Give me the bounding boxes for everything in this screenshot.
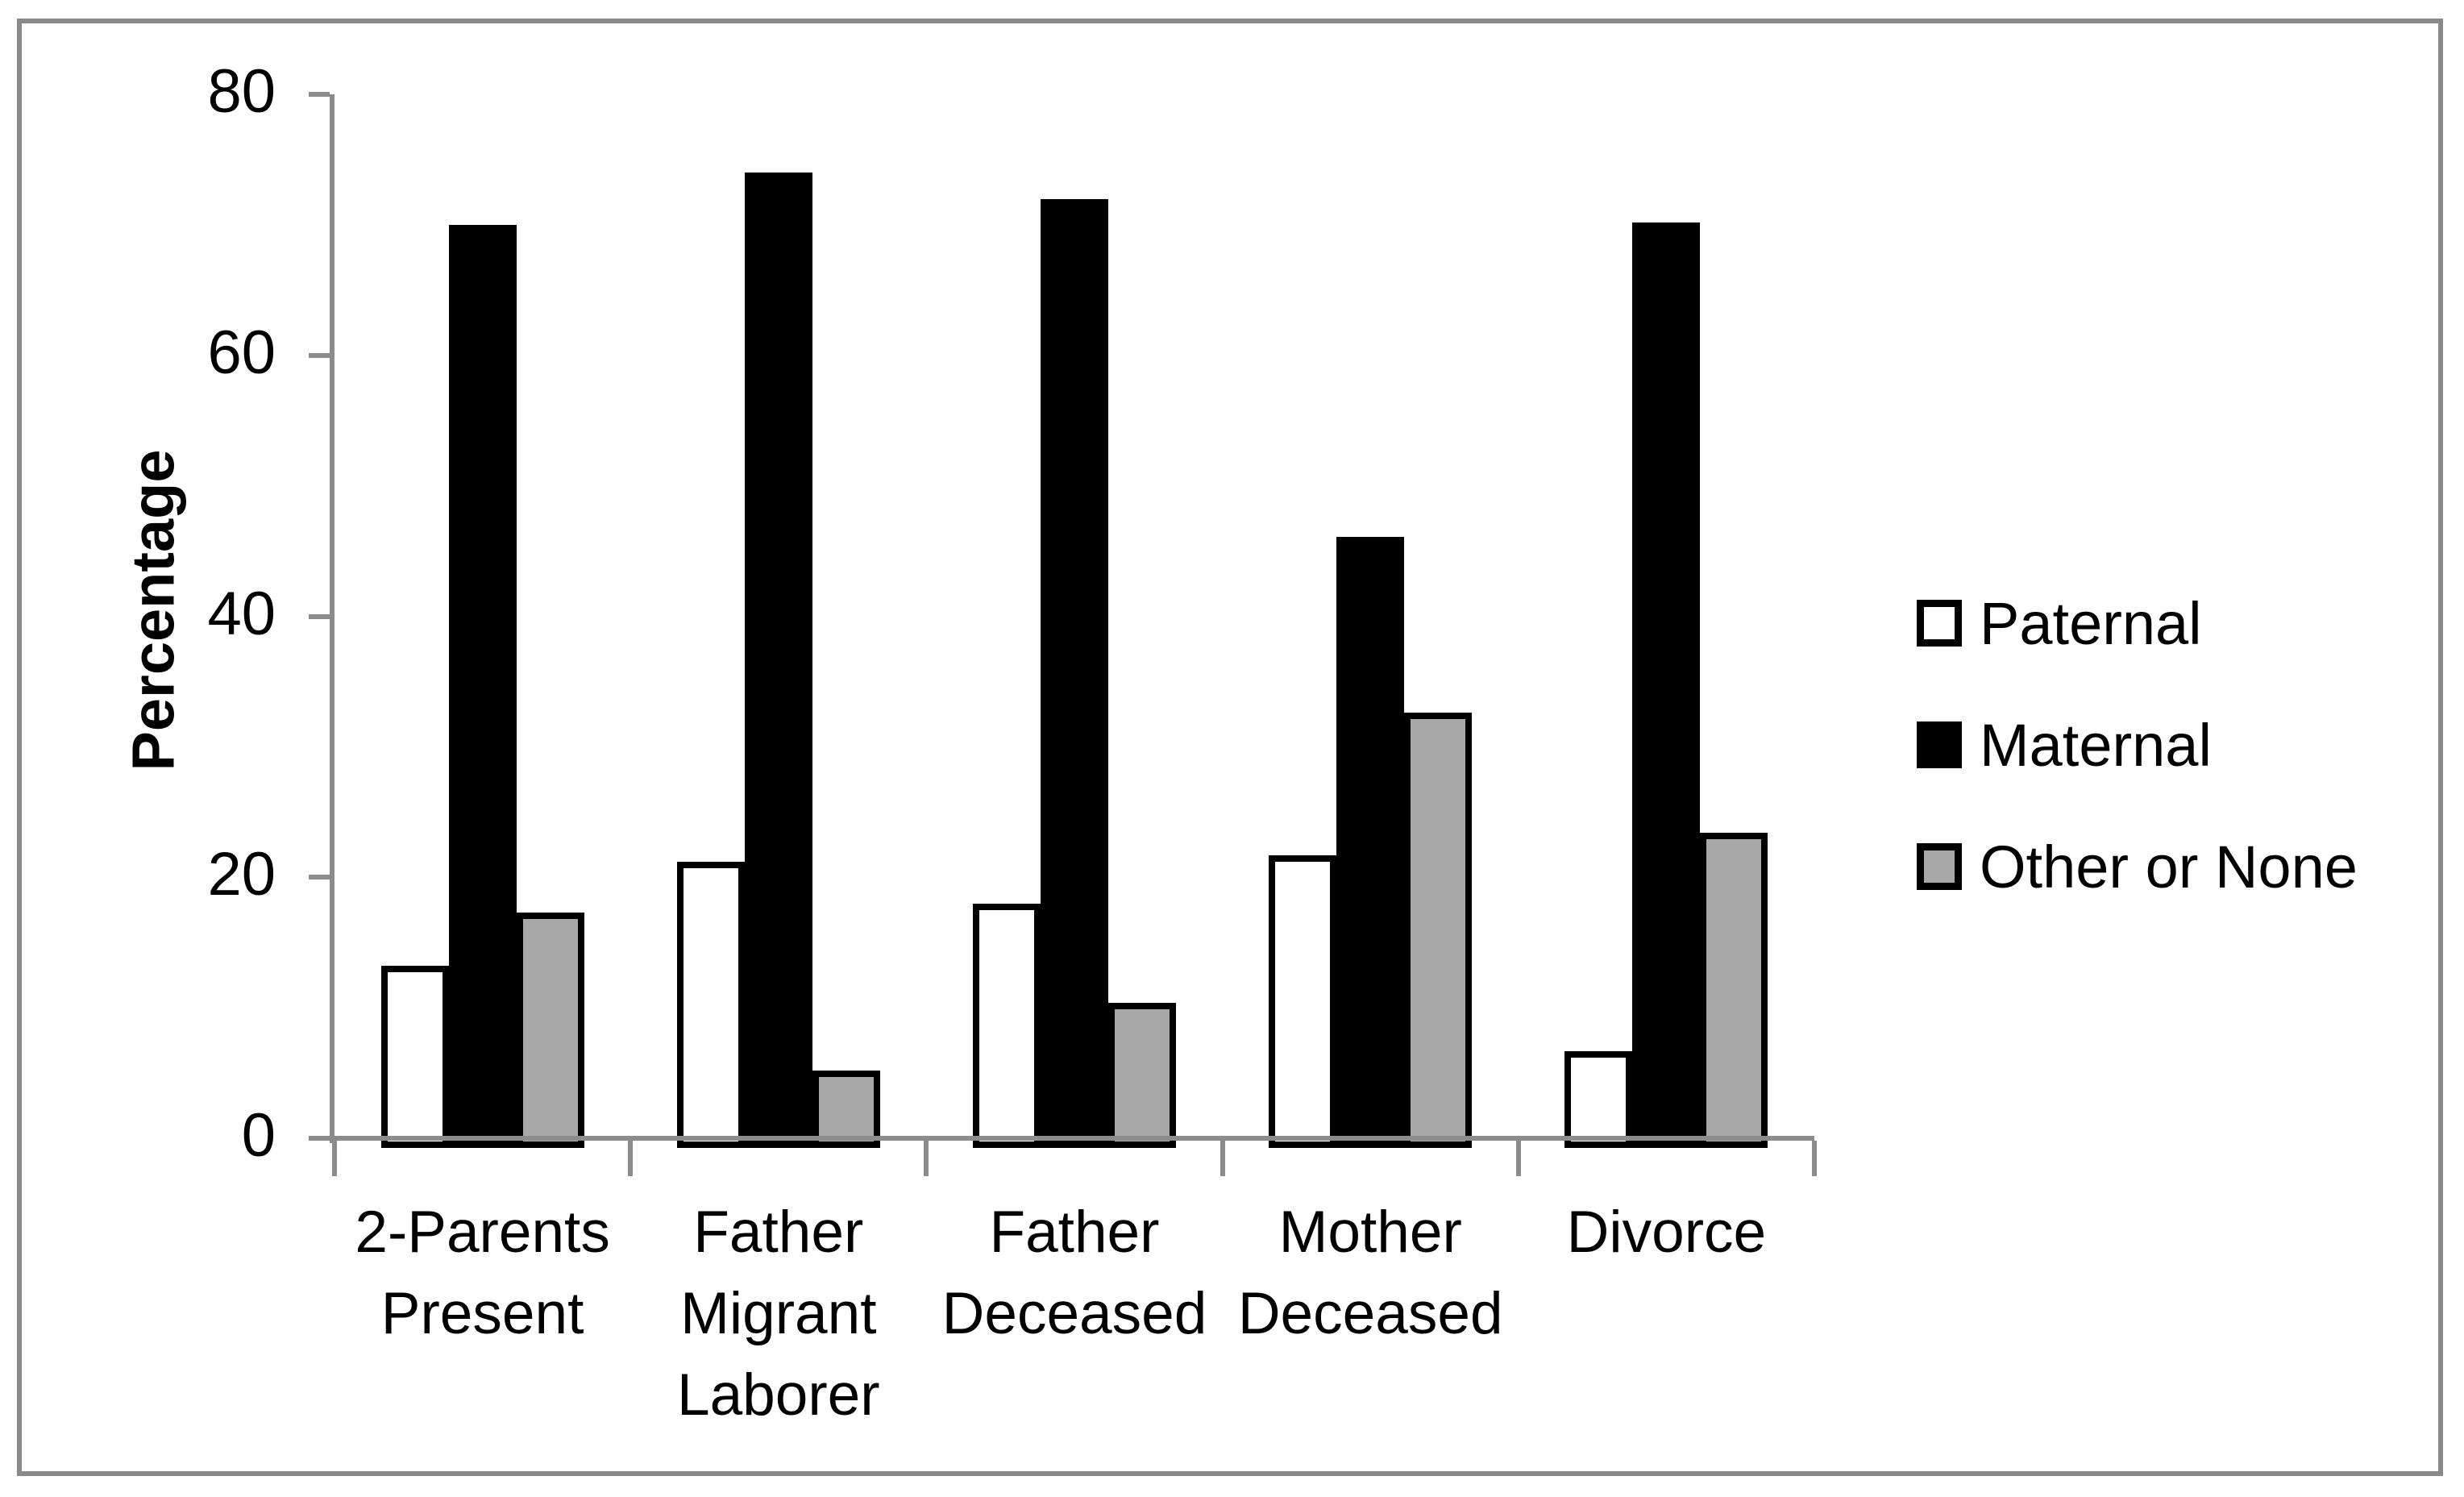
bar-paternal-2 (676, 861, 745, 1148)
category-label-2: Father Migrant Laborer (676, 1200, 880, 1428)
category-label-3: Father Deceased (941, 1200, 1207, 1346)
bar-paternal-5 (1564, 1050, 1633, 1148)
legend-label: Paternal (1980, 589, 2202, 657)
category-label-5: Divorce (1566, 1200, 1767, 1265)
bar-maternal-5 (1632, 222, 1701, 1148)
bar-other-or-none-5 (1700, 833, 1768, 1148)
bar-other-or-none-2 (812, 1070, 880, 1148)
bar-other-or-none-3 (1108, 1002, 1176, 1148)
bar-maternal-4 (1336, 536, 1405, 1148)
legend-item-other-or-none: Other or None (1917, 830, 2358, 903)
y-tick-label: 0 (241, 1101, 276, 1171)
y-tick-mark (309, 875, 330, 880)
category-label-4: Mother Deceased (1237, 1200, 1503, 1346)
bar-maternal-3 (1041, 198, 1108, 1148)
y-tick-mark (309, 352, 330, 358)
category-label-1: 2-Parents Present (355, 1200, 610, 1346)
y-tick-label: 60 (207, 318, 276, 387)
legend-swatch-paternal (1917, 600, 1962, 647)
y-axis-line (330, 94, 334, 1143)
bar-other-or-none-4 (1404, 713, 1473, 1148)
legend-label: Other or None (1980, 833, 2358, 900)
x-tick-mark (1220, 1141, 1225, 1176)
figure-border (17, 19, 2443, 1476)
x-tick-mark (332, 1141, 337, 1176)
bar-maternal-1 (448, 224, 517, 1148)
y-tick-label: 20 (207, 840, 276, 909)
bar-paternal-1 (380, 966, 449, 1148)
y-tick-mark (309, 1136, 330, 1141)
bar-paternal-4 (1269, 855, 1337, 1148)
bar-maternal-2 (744, 173, 812, 1148)
legend-label: Maternal (1980, 711, 2212, 779)
y-tick-mark (309, 613, 330, 619)
legend-swatch-other-or-none (1917, 843, 1962, 890)
y-tick-label: 80 (207, 57, 276, 127)
x-tick-mark (1515, 1141, 1521, 1176)
legend-swatch-maternal (1917, 721, 1962, 768)
y-tick-mark (309, 92, 330, 97)
bar-paternal-3 (973, 903, 1041, 1148)
bar-other-or-none-1 (516, 912, 584, 1148)
x-tick-mark (924, 1141, 929, 1176)
y-tick-label: 40 (207, 579, 276, 648)
legend-item-maternal: Maternal (1917, 709, 2212, 781)
legend-item-paternal: Paternal (1917, 587, 2202, 659)
x-tick-mark (1812, 1141, 1817, 1176)
x-axis-line (330, 1136, 1814, 1141)
x-tick-mark (628, 1141, 634, 1176)
